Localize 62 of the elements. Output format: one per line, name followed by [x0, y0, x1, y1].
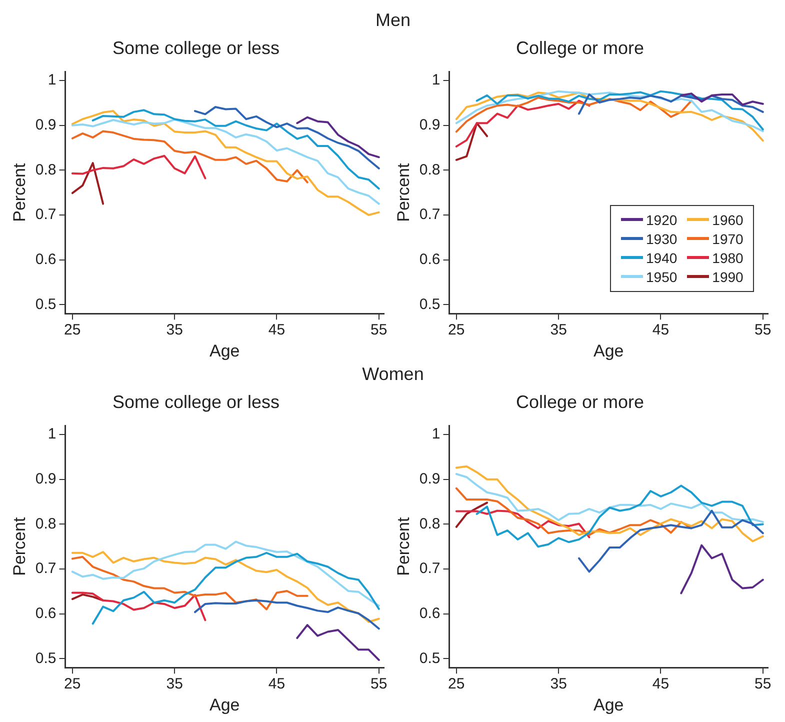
y-axis-title: Percent	[394, 163, 413, 222]
y-tick-label: 1	[432, 426, 440, 443]
y-tick-label: 0.6	[35, 604, 56, 622]
x-tick-label: 45	[268, 676, 286, 693]
x-tick-label: 35	[550, 676, 567, 693]
legend-label: 1960	[712, 212, 744, 228]
y-axis-title: Percent	[10, 517, 29, 576]
y-tick-label: 0.5	[419, 296, 440, 313]
chart-title: College or more	[516, 38, 644, 58]
x-tick-label: 35	[550, 322, 567, 339]
chart-subtitle: Men	[374, 9, 412, 32]
y-tick-label: 1	[48, 72, 56, 89]
y-tick-label: 0.8	[35, 161, 56, 178]
y-tick-label: 0.6	[35, 250, 56, 268]
y-tick-label: 0.6	[419, 604, 440, 622]
x-tick-label: 35	[166, 676, 183, 693]
x-tick-label: 45	[652, 322, 670, 339]
y-tick-label: 0.7	[35, 560, 56, 578]
x-tick-label: 45	[268, 322, 286, 339]
x-tick-label: 35	[166, 322, 183, 339]
y-tick-label: 0.5	[35, 296, 56, 313]
x-tick-label: 55	[754, 322, 772, 339]
legend-label: 1970	[712, 230, 744, 247]
chart-title: Some college or less	[112, 38, 280, 58]
y-axis-title: Percent	[394, 517, 413, 576]
y-tick-label: 0.9	[419, 470, 440, 488]
x-tick-label: 25	[448, 322, 465, 339]
x-tick-label: 25	[64, 322, 81, 339]
y-tick-label: 1	[48, 426, 56, 443]
chart-title: Some college or less	[112, 392, 280, 412]
chart-subtitle: Women	[361, 363, 425, 386]
x-tick-label: 55	[370, 676, 388, 693]
y-tick-label: 0.7	[419, 206, 440, 224]
legend-label: 1940	[646, 250, 678, 266]
legend-label: 1930	[646, 230, 678, 247]
y-tick-label: 0.6	[419, 250, 440, 268]
legend-label: 1990	[712, 268, 744, 285]
y-tick-label: 0.7	[35, 206, 56, 224]
y-tick-label: 0.9	[35, 116, 56, 134]
legend-label: 1980	[712, 250, 744, 266]
x-axis-title: Age	[594, 341, 624, 360]
y-tick-label: 1	[432, 72, 440, 89]
x-tick-label: 25	[64, 676, 81, 693]
legend-label: 1950	[646, 268, 678, 285]
y-tick-label: 0.5	[419, 650, 440, 667]
x-tick-label: 45	[652, 676, 670, 693]
y-tick-label: 0.8	[419, 515, 440, 532]
y-tick-label: 0.8	[419, 161, 440, 178]
chart-title: College or more	[516, 392, 644, 412]
x-tick-label: 25	[448, 676, 465, 693]
x-axis-title: Age	[210, 341, 240, 360]
y-axis-title: Percent	[10, 163, 29, 222]
y-tick-label: 0.8	[35, 515, 56, 532]
y-tick-label: 0.7	[419, 560, 440, 578]
x-axis-title: Age	[210, 695, 240, 714]
y-tick-label: 0.5	[35, 650, 56, 667]
x-tick-label: 55	[754, 676, 772, 693]
y-tick-label: 0.9	[35, 470, 56, 488]
x-axis-title: Age	[594, 695, 624, 714]
y-tick-label: 0.9	[419, 116, 440, 134]
legend-label: 1920	[646, 212, 678, 228]
x-tick-label: 55	[370, 322, 388, 339]
